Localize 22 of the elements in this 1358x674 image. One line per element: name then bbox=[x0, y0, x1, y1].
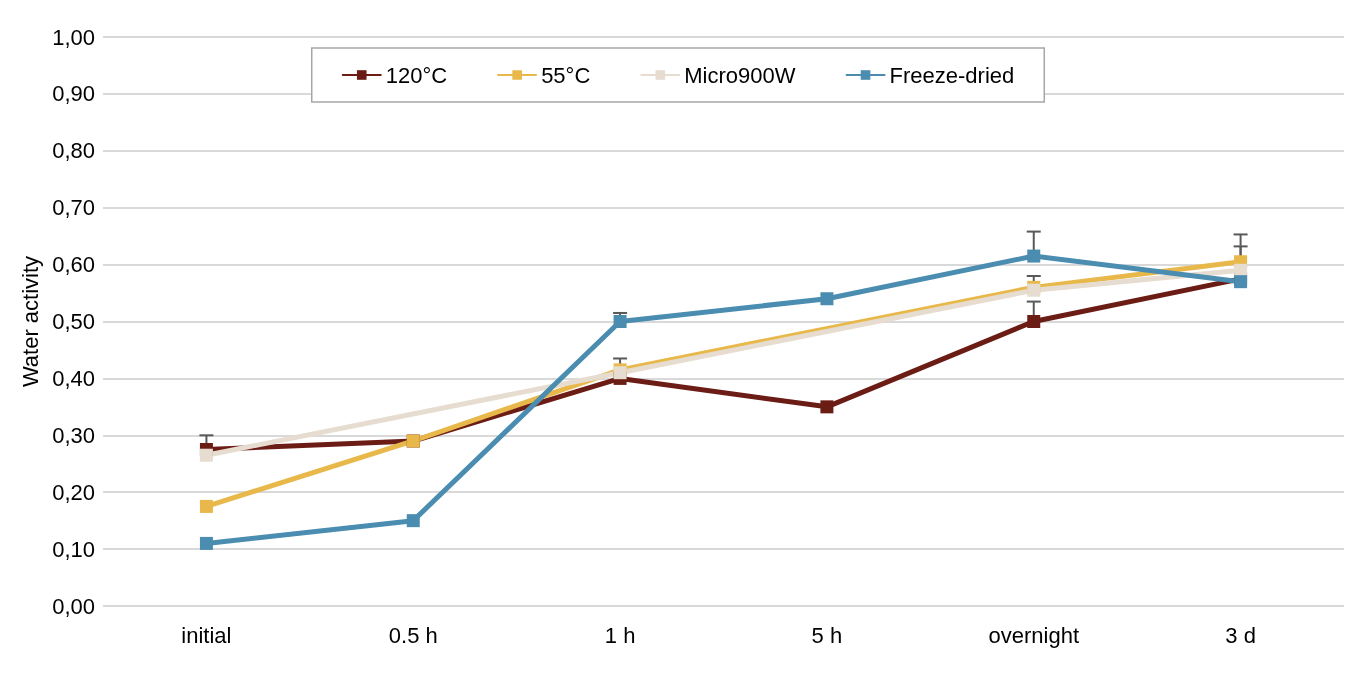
y-tick-label: 0,30 bbox=[52, 422, 95, 448]
x-tick-label: 5 h bbox=[811, 622, 843, 648]
legend-label: Micro900W bbox=[684, 62, 796, 88]
x-tick-label: 0.5 h bbox=[388, 622, 438, 648]
x-tick-label: overnight bbox=[988, 622, 1080, 648]
legend-label: 120°C bbox=[385, 62, 448, 88]
x-tick-label: 3 d bbox=[1225, 622, 1256, 648]
y-tick-label: 0,00 bbox=[52, 593, 95, 619]
x-tick-label: initial bbox=[181, 622, 232, 648]
y-tick-label: 0,20 bbox=[52, 479, 95, 505]
x-tick-label: 1 h bbox=[604, 622, 636, 648]
y-tick-label: 0,70 bbox=[52, 195, 95, 221]
legend-label: 55°C bbox=[541, 62, 591, 88]
y-tick-label: 0,80 bbox=[52, 138, 95, 164]
y-tick-label: 0,40 bbox=[52, 365, 95, 391]
legend-label: Freeze-dried bbox=[889, 62, 1015, 88]
y-tick-label: 1,00 bbox=[52, 24, 95, 50]
y-axis-title: Water activity bbox=[17, 255, 43, 388]
y-tick-label: 0,10 bbox=[52, 536, 95, 562]
y-tick-label: 0,90 bbox=[52, 81, 95, 107]
y-tick-label: 0,60 bbox=[52, 252, 95, 278]
y-tick-label: 0,50 bbox=[52, 309, 95, 334]
